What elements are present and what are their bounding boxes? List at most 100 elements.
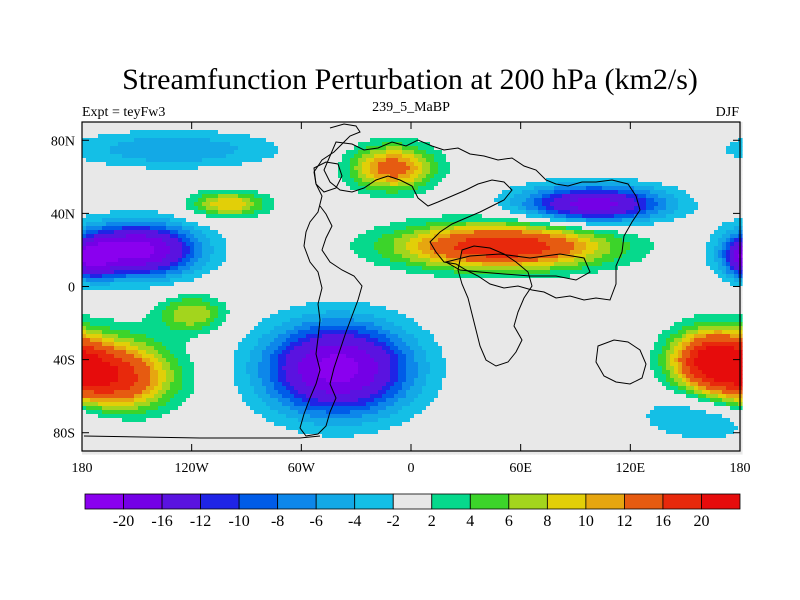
field-cell [246, 206, 251, 211]
field-cell [682, 226, 687, 231]
field-cell [266, 222, 271, 227]
field-cell [518, 162, 523, 167]
field-cell [202, 186, 207, 191]
field-cell [486, 186, 491, 191]
field-cell [674, 198, 679, 203]
field-cell [546, 182, 551, 187]
field-cell [418, 214, 423, 219]
field-cell [686, 154, 691, 159]
field-cell [674, 206, 679, 211]
field-cell [442, 214, 447, 219]
field-cell [470, 174, 475, 179]
field-cell [326, 202, 331, 207]
field-cell [510, 170, 515, 175]
field-cell [598, 202, 603, 207]
field-cell [102, 154, 107, 159]
field-cell [86, 182, 91, 187]
field-cell [210, 198, 215, 203]
field-cell [422, 142, 427, 147]
field-cell [250, 130, 255, 135]
field-cell [142, 210, 147, 215]
field-cell [458, 134, 463, 139]
field-cell [418, 230, 423, 235]
field-cell [610, 218, 615, 223]
field-cell [602, 174, 607, 179]
field-cell [206, 238, 211, 243]
field-cell [166, 150, 171, 155]
field-cell [506, 178, 511, 183]
field-cell [122, 138, 127, 143]
field-cell [422, 174, 427, 179]
field-cell [574, 166, 579, 171]
field-cell [650, 218, 655, 223]
field-cell [90, 130, 95, 135]
field-cell [310, 206, 315, 211]
field-cell [110, 134, 115, 139]
field-cell [294, 202, 299, 207]
field-cell [122, 226, 127, 231]
field-cell [690, 126, 695, 131]
field-cell [262, 130, 267, 135]
field-cell [158, 150, 163, 155]
field-cell [294, 122, 299, 127]
field-cell [562, 134, 567, 139]
field-cell [590, 210, 595, 215]
field-cell [562, 226, 567, 231]
field-cell [534, 182, 539, 187]
field-cell [722, 158, 727, 163]
field-cell [370, 226, 375, 231]
field-cell [582, 174, 587, 179]
field-cell [290, 142, 295, 147]
field-cell [146, 150, 151, 155]
field-cell [726, 218, 731, 223]
field-cell [274, 178, 279, 183]
field-cell [710, 142, 715, 147]
field-cell [598, 186, 603, 191]
field-cell [630, 210, 635, 215]
field-cell [602, 230, 607, 235]
field-cell [162, 222, 167, 227]
field-cell [670, 238, 675, 243]
field-cell [734, 226, 739, 231]
field-cell [378, 130, 383, 135]
field-cell [598, 170, 603, 175]
field-cell [322, 174, 327, 179]
field-cell [326, 162, 331, 167]
field-cell [530, 122, 535, 127]
field-cell [358, 166, 363, 171]
field-cell [410, 130, 415, 135]
field-cell [618, 186, 623, 191]
field-cell [138, 134, 143, 139]
field-cell [466, 174, 471, 179]
field-cell [310, 174, 315, 179]
field-cell [590, 202, 595, 207]
field-cell [474, 218, 479, 223]
field-cell [182, 178, 187, 183]
field-cell [330, 238, 335, 243]
field-cell [290, 130, 295, 135]
field-cell [154, 166, 159, 171]
field-cell [214, 234, 219, 239]
field-cell [174, 134, 179, 139]
field-cell [634, 122, 639, 127]
field-cell [290, 182, 295, 187]
field-cell [90, 134, 95, 139]
field-cell [298, 158, 303, 163]
field-cell [206, 130, 211, 135]
field-cell [134, 242, 139, 247]
field-cell [702, 174, 707, 179]
field-cell [602, 234, 607, 239]
field-cell [718, 198, 723, 203]
field-cell [598, 146, 603, 151]
field-cell [422, 170, 427, 175]
field-cell [522, 126, 527, 131]
field-cell [430, 158, 435, 163]
field-cell [402, 218, 407, 223]
field-cell [646, 234, 651, 239]
field-cell [538, 234, 543, 239]
field-cell [254, 222, 259, 227]
field-cell [486, 222, 491, 227]
field-cell [266, 226, 271, 231]
field-cell [118, 202, 123, 207]
field-cell [502, 166, 507, 171]
